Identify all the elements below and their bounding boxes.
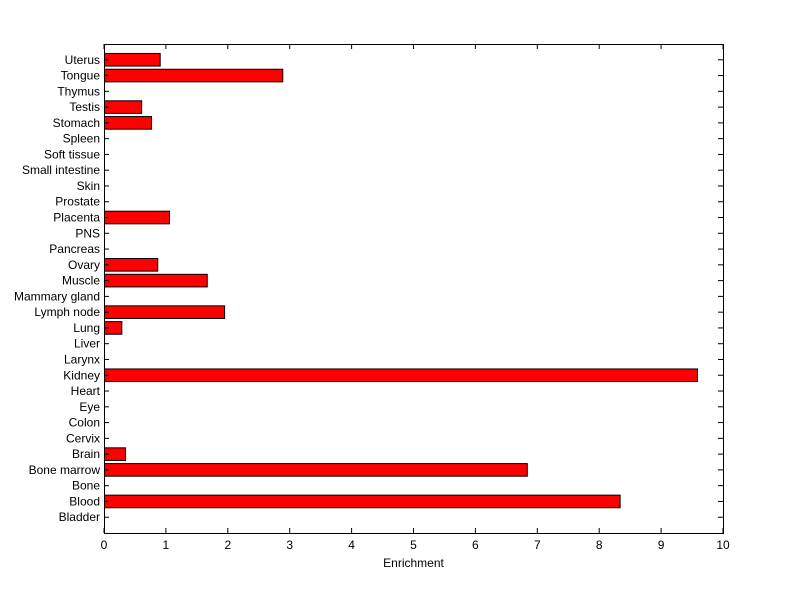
bar-blood (104, 494, 621, 509)
x-tick-label: 7 (534, 538, 541, 552)
x-tick-label: 8 (596, 538, 603, 552)
y-tick-label-placenta: Placenta (53, 211, 100, 225)
y-tick-label-bone-marrow: Bone marrow (29, 463, 101, 477)
bar-ovary (104, 258, 159, 272)
x-axis-label: Enrichment (383, 556, 444, 570)
y-tick-label-prostate: Prostate (55, 195, 100, 209)
x-tick-label: 2 (224, 538, 231, 552)
x-tick-label: 3 (286, 538, 293, 552)
y-tick-label-bladder: Bladder (59, 510, 100, 524)
bar-stomach (104, 116, 153, 130)
y-tick-label-liver: Liver (74, 337, 100, 351)
y-tick-label-heart: Heart (71, 384, 101, 398)
bar-uterus (104, 52, 161, 67)
y-tick-label-spleen: Spleen (63, 132, 100, 146)
bars-layer (104, 52, 698, 509)
x-tick-label: 5 (410, 538, 417, 552)
y-tick-label-pancreas: Pancreas (49, 242, 100, 256)
y-tick-label-kidney: Kidney (63, 368, 100, 382)
y-tick-label-mammary-gland: Mammary gland (14, 289, 100, 303)
x-tick-label: 4 (348, 538, 355, 552)
y-tick-label-ovary: Ovary (68, 258, 100, 272)
y-tick-label-stomach: Stomach (53, 116, 100, 130)
x-tick-label: 0 (101, 538, 108, 552)
y-tick-label-soft-tissue: Soft tissue (44, 147, 100, 161)
plot-frame (104, 44, 724, 534)
y-tick-label-colon: Colon (69, 416, 100, 430)
y-tick-label-lung: Lung (73, 321, 100, 335)
y-tick-label-small-intestine: Small intestine (22, 163, 100, 177)
bar-muscle (104, 273, 208, 288)
x-tick-label: 6 (472, 538, 479, 552)
x-tick-label: 10 (716, 538, 730, 552)
bar-lymph-node (104, 305, 226, 319)
y-tick-label-thymus: Thymus (57, 84, 100, 98)
y-tick-label-uterus: Uterus (65, 53, 100, 67)
x-tick-label: 9 (658, 538, 665, 552)
y-tick-label-lymph-node: Lymph node (34, 305, 100, 319)
y-tick-label-pns: PNS (75, 226, 100, 240)
bar-placenta (104, 210, 170, 225)
y-tick-label-larynx: Larynx (64, 352, 100, 366)
y-tick-label-tongue: Tongue (61, 69, 101, 83)
bar-tongue (104, 68, 284, 83)
bar-testis (104, 100, 143, 114)
y-tick-label-skin: Skin (77, 179, 100, 193)
y-tick-label-eye: Eye (79, 400, 100, 414)
y-tick-label-cervix: Cervix (66, 431, 100, 445)
bar-bone-marrow (104, 463, 528, 477)
y-tick-label-bone: Bone (72, 479, 100, 493)
x-tick-label: 1 (163, 538, 170, 552)
x-tick-labels: 0 1 2 3 4 5 6 7 8 9 10 (101, 538, 730, 552)
y-tick-label-brain: Brain (72, 447, 100, 461)
bar-kidney (104, 368, 698, 383)
y-tick-label-muscle: Muscle (62, 274, 100, 288)
y-tick-label-testis: Testis (69, 100, 100, 114)
y-tick-label-blood: Blood (69, 494, 100, 508)
ticks-layer (103, 44, 724, 533)
